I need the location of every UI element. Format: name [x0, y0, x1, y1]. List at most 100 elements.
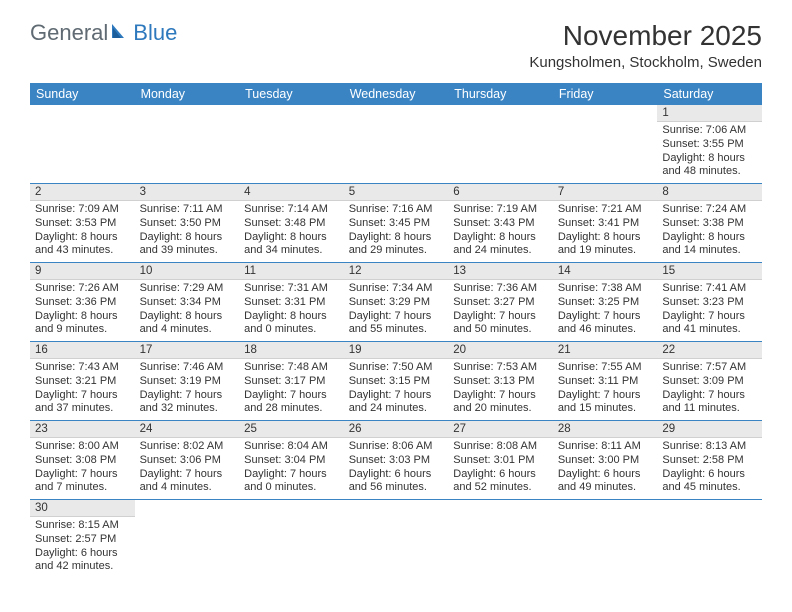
day-number: 27: [448, 421, 553, 438]
calendar-day-cell: 27Sunrise: 8:08 AMSunset: 3:01 PMDayligh…: [448, 421, 553, 500]
day-body: Sunrise: 7:43 AMSunset: 3:21 PMDaylight:…: [30, 359, 135, 420]
sunrise-line: Sunrise: 7:06 AM: [662, 124, 757, 138]
calendar-empty-cell: [30, 105, 135, 184]
day-number: 20: [448, 342, 553, 359]
sunset-line: Sunset: 3:29 PM: [349, 296, 444, 310]
sunrise-line: Sunrise: 7:46 AM: [140, 361, 235, 375]
calendar-day-cell: 26Sunrise: 8:06 AMSunset: 3:03 PMDayligh…: [344, 421, 449, 500]
month-title: November 2025: [529, 20, 762, 52]
sunrise-line: Sunrise: 7:38 AM: [558, 282, 653, 296]
day-body: Sunrise: 8:11 AMSunset: 3:00 PMDaylight:…: [553, 438, 658, 499]
sunset-line: Sunset: 3:53 PM: [35, 217, 130, 231]
logo-text-a: General: [30, 20, 108, 46]
sunrise-line: Sunrise: 7:31 AM: [244, 282, 339, 296]
logo-sail-icon: [110, 22, 132, 40]
sunset-line: Sunset: 3:50 PM: [140, 217, 235, 231]
calendar-week-row: 23Sunrise: 8:00 AMSunset: 3:08 PMDayligh…: [30, 421, 762, 500]
calendar-day-cell: 8Sunrise: 7:24 AMSunset: 3:38 PMDaylight…: [657, 184, 762, 263]
sunset-line: Sunset: 3:21 PM: [35, 375, 130, 389]
daylight-line: Daylight: 8 hours and 14 minutes.: [662, 231, 757, 259]
sunset-line: Sunset: 3:00 PM: [558, 454, 653, 468]
sunrise-line: Sunrise: 8:00 AM: [35, 440, 130, 454]
day-body: Sunrise: 7:50 AMSunset: 3:15 PMDaylight:…: [344, 359, 449, 420]
day-number: 28: [553, 421, 658, 438]
day-number: 2: [30, 184, 135, 201]
day-number: 24: [135, 421, 240, 438]
daylight-line: Daylight: 6 hours and 45 minutes.: [662, 468, 757, 496]
day-number: 1: [657, 105, 762, 122]
calendar-day-cell: 29Sunrise: 8:13 AMSunset: 2:58 PMDayligh…: [657, 421, 762, 500]
day-number: 6: [448, 184, 553, 201]
daylight-line: Daylight: 7 hours and 28 minutes.: [244, 389, 339, 417]
day-number: 4: [239, 184, 344, 201]
calendar-week-row: 30Sunrise: 8:15 AMSunset: 2:57 PMDayligh…: [30, 500, 762, 579]
sunrise-line: Sunrise: 7:19 AM: [453, 203, 548, 217]
sunrise-line: Sunrise: 8:02 AM: [140, 440, 235, 454]
sunrise-line: Sunrise: 8:15 AM: [35, 519, 130, 533]
calendar-day-cell: 21Sunrise: 7:55 AMSunset: 3:11 PMDayligh…: [553, 342, 658, 421]
day-number: 3: [135, 184, 240, 201]
calendar-day-cell: 16Sunrise: 7:43 AMSunset: 3:21 PMDayligh…: [30, 342, 135, 421]
sunrise-line: Sunrise: 7:24 AM: [662, 203, 757, 217]
sunset-line: Sunset: 3:45 PM: [349, 217, 444, 231]
calendar-day-cell: 5Sunrise: 7:16 AMSunset: 3:45 PMDaylight…: [344, 184, 449, 263]
calendar-day-cell: 14Sunrise: 7:38 AMSunset: 3:25 PMDayligh…: [553, 263, 658, 342]
calendar-empty-cell: [553, 500, 658, 579]
calendar-empty-cell: [239, 105, 344, 184]
weekday-header: Wednesday: [344, 83, 449, 105]
day-body: Sunrise: 8:15 AMSunset: 2:57 PMDaylight:…: [30, 517, 135, 578]
daylight-line: Daylight: 8 hours and 48 minutes.: [662, 152, 757, 180]
page-header: GeneralBlue November 2025 Kungsholmen, S…: [0, 0, 792, 75]
calendar-week-row: 16Sunrise: 7:43 AMSunset: 3:21 PMDayligh…: [30, 342, 762, 421]
calendar-empty-cell: [135, 500, 240, 579]
day-number: 25: [239, 421, 344, 438]
sunrise-line: Sunrise: 7:11 AM: [140, 203, 235, 217]
location-subtitle: Kungsholmen, Stockholm, Sweden: [529, 54, 762, 71]
weekday-header: Friday: [553, 83, 658, 105]
daylight-line: Daylight: 7 hours and 55 minutes.: [349, 310, 444, 338]
day-number: 13: [448, 263, 553, 280]
sunset-line: Sunset: 3:17 PM: [244, 375, 339, 389]
daylight-line: Daylight: 6 hours and 49 minutes.: [558, 468, 653, 496]
calendar-day-cell: 6Sunrise: 7:19 AMSunset: 3:43 PMDaylight…: [448, 184, 553, 263]
sunset-line: Sunset: 3:43 PM: [453, 217, 548, 231]
day-number: 16: [30, 342, 135, 359]
day-body: Sunrise: 7:31 AMSunset: 3:31 PMDaylight:…: [239, 280, 344, 341]
sunset-line: Sunset: 3:25 PM: [558, 296, 653, 310]
calendar-day-cell: 20Sunrise: 7:53 AMSunset: 3:13 PMDayligh…: [448, 342, 553, 421]
weekday-header: Sunday: [30, 83, 135, 105]
calendar-week-row: 9Sunrise: 7:26 AMSunset: 3:36 PMDaylight…: [30, 263, 762, 342]
day-body: Sunrise: 8:13 AMSunset: 2:58 PMDaylight:…: [657, 438, 762, 499]
logo: GeneralBlue: [30, 20, 177, 46]
day-number: 10: [135, 263, 240, 280]
day-body: Sunrise: 8:08 AMSunset: 3:01 PMDaylight:…: [448, 438, 553, 499]
daylight-line: Daylight: 7 hours and 11 minutes.: [662, 389, 757, 417]
day-number: 12: [344, 263, 449, 280]
sunrise-line: Sunrise: 7:57 AM: [662, 361, 757, 375]
sunset-line: Sunset: 3:34 PM: [140, 296, 235, 310]
title-block: November 2025 Kungsholmen, Stockholm, Sw…: [529, 20, 762, 71]
sunrise-line: Sunrise: 8:04 AM: [244, 440, 339, 454]
day-body: Sunrise: 7:57 AMSunset: 3:09 PMDaylight:…: [657, 359, 762, 420]
calendar-day-cell: 4Sunrise: 7:14 AMSunset: 3:48 PMDaylight…: [239, 184, 344, 263]
calendar-day-cell: 1Sunrise: 7:06 AMSunset: 3:55 PMDaylight…: [657, 105, 762, 184]
weekday-header: Saturday: [657, 83, 762, 105]
day-body: Sunrise: 7:53 AMSunset: 3:13 PMDaylight:…: [448, 359, 553, 420]
calendar-empty-cell: [448, 105, 553, 184]
daylight-line: Daylight: 6 hours and 42 minutes.: [35, 547, 130, 575]
day-number: 29: [657, 421, 762, 438]
daylight-line: Daylight: 8 hours and 24 minutes.: [453, 231, 548, 259]
day-body: Sunrise: 7:55 AMSunset: 3:11 PMDaylight:…: [553, 359, 658, 420]
daylight-line: Daylight: 7 hours and 37 minutes.: [35, 389, 130, 417]
sunrise-line: Sunrise: 7:55 AM: [558, 361, 653, 375]
sunset-line: Sunset: 3:31 PM: [244, 296, 339, 310]
calendar-empty-cell: [448, 500, 553, 579]
sunset-line: Sunset: 3:48 PM: [244, 217, 339, 231]
calendar-day-cell: 23Sunrise: 8:00 AMSunset: 3:08 PMDayligh…: [30, 421, 135, 500]
sunrise-line: Sunrise: 7:53 AM: [453, 361, 548, 375]
sunset-line: Sunset: 3:04 PM: [244, 454, 339, 468]
sunrise-line: Sunrise: 7:48 AM: [244, 361, 339, 375]
sunrise-line: Sunrise: 8:06 AM: [349, 440, 444, 454]
sunset-line: Sunset: 3:03 PM: [349, 454, 444, 468]
day-body: Sunrise: 7:19 AMSunset: 3:43 PMDaylight:…: [448, 201, 553, 262]
